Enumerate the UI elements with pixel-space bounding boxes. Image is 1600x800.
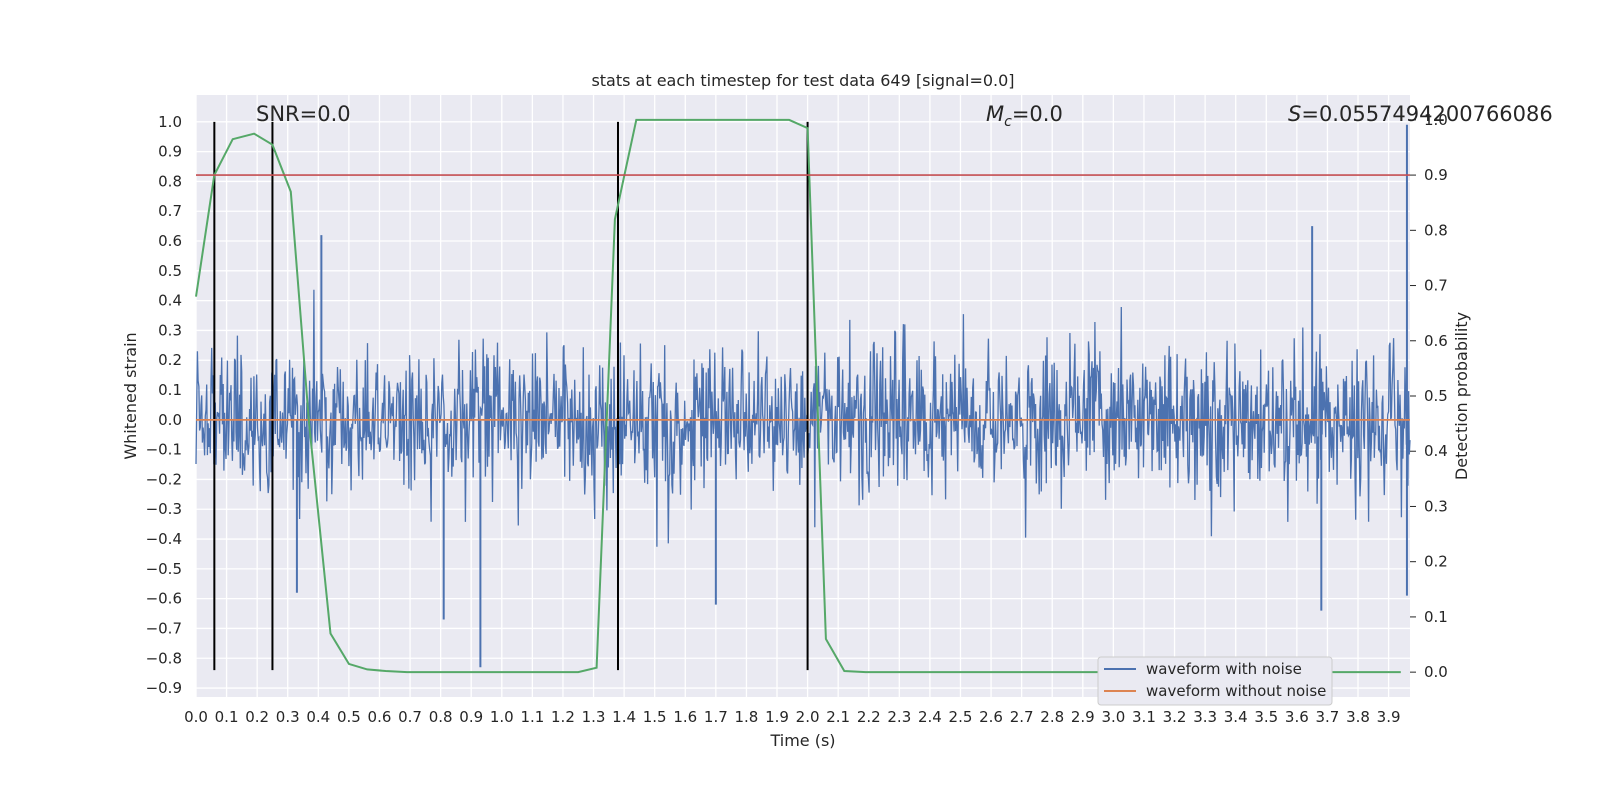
x-tick-label: 1.8	[734, 708, 758, 726]
x-tick-label: 2.2	[857, 708, 881, 726]
s-symbol: S	[1288, 102, 1301, 126]
left-y-tick-label: −0.6	[146, 590, 182, 608]
x-tick-label: 0.2	[245, 708, 269, 726]
left-y-tick-label: −0.3	[146, 500, 182, 518]
x-axis-ticks: 0.0 0.1 0.2 0.3 0.4 0.5 0.6 0.7 0.8 0.9 1.0 1.1 1.2 1…	[184, 708, 1400, 726]
x-tick-label: 1.4	[612, 708, 636, 726]
x-tick-label: 0.5	[337, 708, 361, 726]
legend: waveform with noise waveform without noi…	[1097, 656, 1333, 706]
legend-label-clean: waveform without noise	[1146, 682, 1326, 700]
x-tick-label: 1.0	[490, 708, 514, 726]
legend-label-noise: waveform with noise	[1146, 660, 1302, 678]
left-y-tick-label: 0.4	[158, 292, 182, 310]
x-tick-label: 3.9	[1377, 708, 1401, 726]
left-y-axis-label: Whitened strain	[121, 332, 140, 459]
x-tick-label: 3.6	[1285, 708, 1309, 726]
x-tick-label: 3.7	[1316, 708, 1340, 726]
detection-probability-line	[195, 118, 1401, 674]
right-y-tick-label: 0.4	[1424, 442, 1448, 460]
right-y-tick-label: 0.1	[1424, 608, 1448, 626]
left-y-tick-label: 1.0	[158, 113, 182, 131]
left-y-tick-label: 0.7	[158, 202, 182, 220]
right-y-tick-label: 0.9	[1424, 166, 1448, 184]
x-tick-label: 0.0	[184, 708, 208, 726]
left-y-tick-label: −0.7	[146, 619, 182, 637]
left-y-tick-label: −0.4	[146, 530, 182, 548]
x-tick-label: 1.2	[551, 708, 575, 726]
x-tick-label: 2.0	[796, 708, 820, 726]
x-axis-label: Time (s)	[769, 731, 835, 750]
left-y-tick-label: −0.5	[146, 560, 182, 578]
x-tick-label: 1.6	[673, 708, 697, 726]
right-y-tick-label: 0.2	[1424, 553, 1448, 571]
x-tick-label: 2.8	[1040, 708, 1064, 726]
x-tick-label: 3.8	[1346, 708, 1370, 726]
x-tick-label: 2.1	[826, 708, 850, 726]
right-y-tick-label: 0.5	[1424, 387, 1448, 405]
x-tick-label: 1.1	[520, 708, 544, 726]
left-y-tick-label: −0.9	[146, 679, 182, 697]
left-y-tick-label: 0.5	[158, 262, 182, 280]
left-y-tick-label: 0.8	[158, 172, 182, 190]
right-y-tick-label: 0.8	[1424, 221, 1448, 239]
x-tick-label: 1.3	[582, 708, 606, 726]
mc-value: =0.0	[1012, 102, 1063, 126]
x-tick-label: 3.3	[1193, 708, 1217, 726]
x-tick-label: 2.6	[979, 708, 1003, 726]
legend-box	[1097, 656, 1333, 706]
mc-symbol: M	[986, 102, 1004, 126]
left-y-tick-label: −0.8	[146, 649, 182, 667]
left-y-axis-ticks: 1.0 0.9 0.8 0.7 0.6 0.5 0.4 0.3 0.2 0.1 0.0 −0.1 −0.…	[146, 113, 182, 697]
x-tick-label: 2.4	[918, 708, 942, 726]
waveform-with-noise-series	[195, 124, 1411, 668]
x-tick-label: 3.5	[1254, 708, 1278, 726]
left-y-tick-label: −0.1	[146, 441, 182, 459]
x-tick-label: 0.3	[276, 708, 300, 726]
x-tick-label: 2.7	[1010, 708, 1034, 726]
detection-probability-series	[195, 118, 1401, 674]
x-tick-label: 3.0	[1101, 708, 1125, 726]
mc-subscript: c	[1004, 114, 1012, 130]
right-y-axis-ticks: 1.0 0.9 0.8 0.7 0.6 0.5 0.4 0.3 0.2 0.1 0.0	[1410, 111, 1448, 681]
right-y-tick-label: 0.3	[1424, 497, 1448, 515]
x-tick-label: 1.5	[643, 708, 667, 726]
x-tick-label: 0.6	[368, 708, 392, 726]
x-tick-label: 0.7	[398, 708, 422, 726]
x-tick-label: 1.9	[765, 708, 789, 726]
chart-title: stats at each timestep for test data 649…	[591, 71, 1014, 90]
left-y-tick-label: 0.1	[158, 381, 182, 399]
s-value: =0.0557494200766086	[1301, 102, 1552, 126]
x-tick-label: 0.8	[429, 708, 453, 726]
x-tick-label: 2.9	[1071, 708, 1095, 726]
waveform-with-noise-line	[195, 289, 1411, 547]
left-y-tick-label: 0.2	[158, 351, 182, 369]
x-tick-label: 0.4	[306, 708, 330, 726]
x-tick-label: 3.4	[1224, 708, 1248, 726]
score-annotation: S=0.0557494200766086	[1288, 102, 1553, 126]
x-tick-label: 2.5	[949, 708, 973, 726]
right-y-tick-label: 1.0	[1424, 111, 1448, 129]
left-y-tick-label: −0.2	[146, 470, 182, 488]
left-y-tick-label: 0.3	[158, 321, 182, 339]
right-y-tick-label: 0.6	[1424, 332, 1448, 350]
x-tick-label: 3.1	[1132, 708, 1156, 726]
chirp-mass-annotation: Mc=0.0	[986, 102, 1063, 130]
x-tick-label: 0.1	[215, 708, 239, 726]
x-tick-label: 2.3	[887, 708, 911, 726]
x-tick-label: 1.7	[704, 708, 728, 726]
left-y-tick-label: 0.0	[158, 411, 182, 429]
event-markers	[213, 121, 809, 671]
right-y-axis-label: Detection probability	[1452, 312, 1471, 480]
right-y-tick-label: 0.7	[1424, 277, 1448, 295]
snr-annotation: SNR=0.0	[256, 102, 351, 126]
left-y-tick-label: 0.6	[158, 232, 182, 250]
x-tick-label: 3.2	[1163, 708, 1187, 726]
right-y-tick-label: 0.0	[1424, 663, 1448, 681]
x-tick-label: 0.9	[459, 708, 483, 726]
left-y-tick-label: 0.9	[158, 143, 182, 161]
